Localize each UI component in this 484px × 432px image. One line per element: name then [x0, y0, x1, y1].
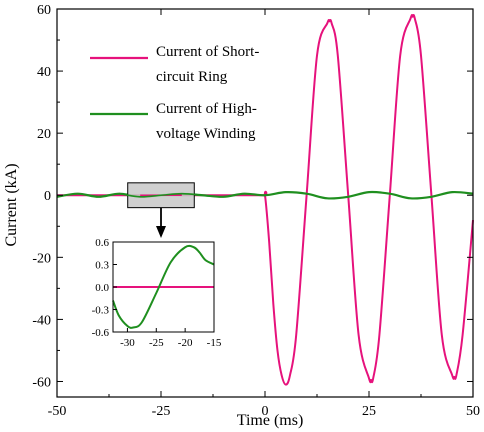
y-tick-label: 20	[37, 127, 51, 142]
inset-x-tick-label: -15	[207, 337, 222, 349]
y-tick-label: -60	[32, 375, 51, 390]
legend-label-line2: voltage Winding	[156, 126, 256, 142]
inset-y-tick-label: 0.0	[95, 282, 109, 294]
inset-x-tick-label: -30	[120, 337, 135, 349]
series-line-0	[56, 13, 474, 386]
inset-y-tick-label: -0.6	[92, 327, 110, 339]
y-axis-title: Current (kA)	[3, 163, 20, 246]
inset-y-tick-label: -0.3	[92, 305, 110, 317]
inset-y-tick-label: 0.6	[95, 237, 109, 249]
inset-x-tick-label: -20	[178, 337, 193, 349]
legend-label-line1: Current of Short-	[156, 44, 259, 60]
inset-series-line-1	[112, 244, 215, 329]
x-tick-label: -50	[48, 404, 67, 419]
y-tick-label: 40	[37, 65, 51, 80]
y-tick-label: 0	[44, 189, 51, 204]
x-tick-label: 25	[362, 404, 376, 419]
x-axis-title: Time (ms)	[237, 412, 304, 429]
y-tick-label: -40	[32, 313, 51, 328]
zoom-arrow-head	[156, 226, 166, 238]
legend-label-line2: circuit Ring	[156, 69, 228, 85]
x-tick-label: 0	[262, 404, 269, 419]
inset-y-tick-label: 0.3	[95, 260, 109, 272]
inset-plot: -30 -25 -20 -15 0.6 0.3 0.0 -0.3 -0.6	[92, 237, 222, 349]
y-tick-label: 60	[37, 3, 51, 18]
inset-x-tick-label: -25	[149, 337, 164, 349]
legend-label-line1: Current of High-	[156, 101, 257, 117]
x-tick-label: 50	[466, 404, 480, 419]
legend: Current of Short-circuit Ring Current of …	[90, 44, 259, 142]
y-tick-label: -20	[32, 251, 51, 266]
x-tick-label: -25	[152, 404, 171, 419]
series-line-zoom-1	[119, 192, 203, 198]
main-plot: -50 -25 0 25 50 60 40 20 0 -20 -40 -60	[32, 3, 480, 419]
